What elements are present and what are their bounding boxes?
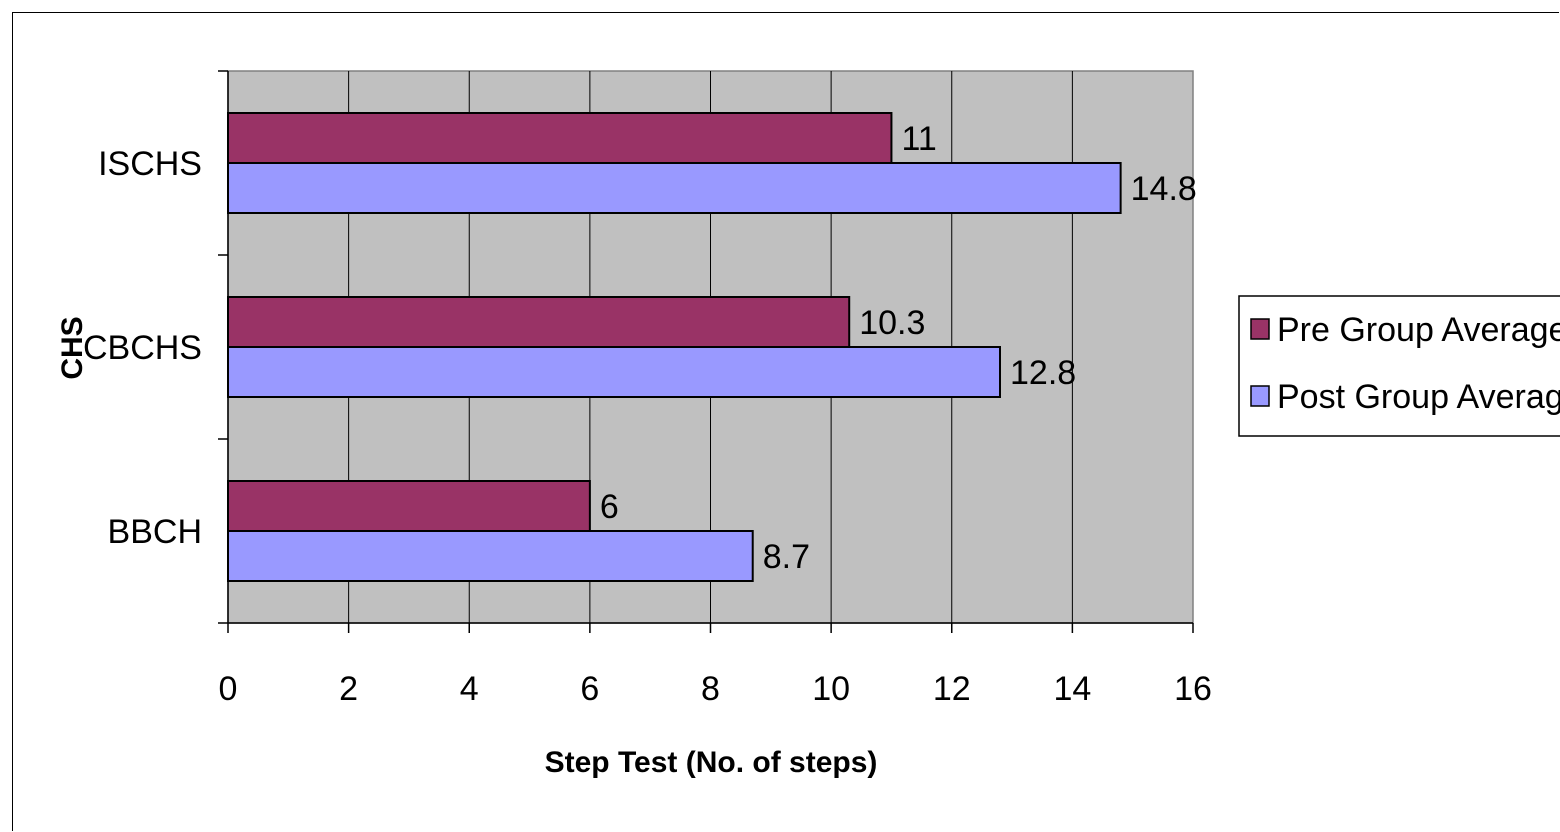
bar <box>227 112 893 164</box>
legend-swatch <box>1250 385 1270 407</box>
data-label: 12.8 <box>1010 354 1076 392</box>
x-axis-title: Step Test (No. of steps) <box>545 746 878 779</box>
x-tick-label: 6 <box>580 670 599 708</box>
bar <box>227 480 591 532</box>
data-label: 10.3 <box>859 304 925 342</box>
x-tick-label: 4 <box>460 670 479 708</box>
x-tick-label: 10 <box>812 670 850 708</box>
y-axis-title: CHS <box>56 316 89 379</box>
x-tick-label: 8 <box>701 670 720 708</box>
data-label: 6 <box>600 488 619 526</box>
bar <box>227 530 754 582</box>
data-label: 14.8 <box>1131 170 1197 208</box>
category-label: BBCH <box>108 513 202 551</box>
legend: Pre Group Average Post Group Average <box>1238 295 1560 437</box>
legend-label: Post Group Average <box>1277 378 1560 416</box>
data-labels: 11 14.8 10.3 12.8 6 8.7 <box>600 120 1197 576</box>
legend-swatch <box>1250 318 1270 340</box>
category-label: CBCHS <box>83 329 202 367</box>
category-labels: ISCHS CBCHS BBCH <box>83 145 202 551</box>
x-tick-label: 12 <box>933 670 971 708</box>
data-label: 11 <box>901 120 936 158</box>
axes <box>218 70 1194 633</box>
x-tick-label: 16 <box>1174 670 1212 708</box>
x-tick-label: 0 <box>219 670 238 708</box>
x-tick-label: 2 <box>339 670 358 708</box>
bar <box>227 346 1001 398</box>
data-label: 8.7 <box>763 538 810 576</box>
bars <box>227 112 1122 582</box>
legend-box <box>1238 295 1560 437</box>
x-tick-label: 14 <box>1053 670 1091 708</box>
x-tick-labels: 0 2 4 6 8 10 12 14 16 <box>219 670 1212 708</box>
bar <box>227 162 1122 214</box>
category-label: ISCHS <box>98 145 202 183</box>
bar <box>227 296 851 348</box>
legend-label: Pre Group Average <box>1277 311 1560 349</box>
